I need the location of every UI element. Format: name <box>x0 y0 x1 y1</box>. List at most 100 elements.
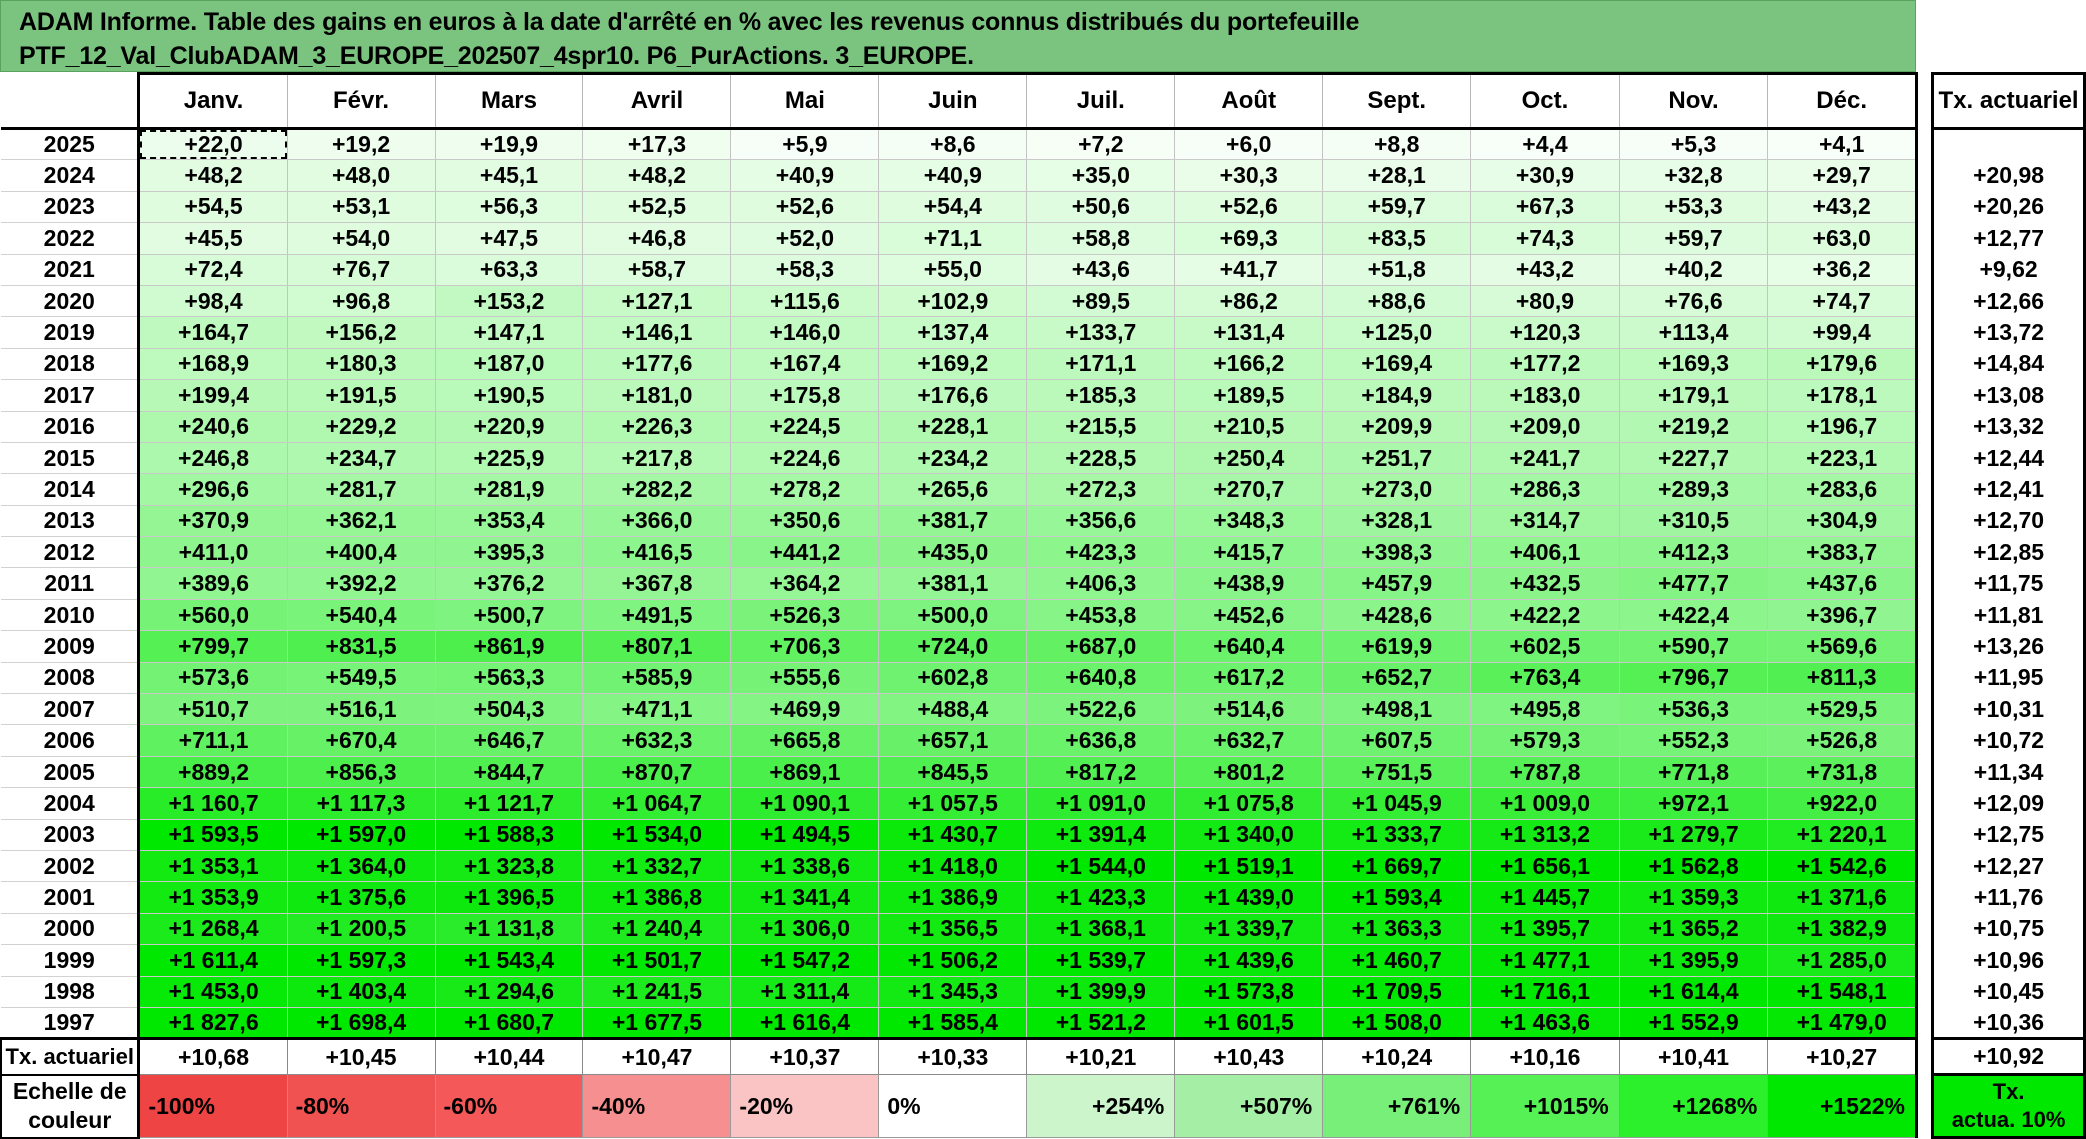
data-cell[interactable]: +889,2 <box>137 756 288 789</box>
data-cell[interactable]: +4,1 <box>1767 126 1918 161</box>
data-cell[interactable]: +370,9 <box>137 505 288 538</box>
data-cell[interactable]: +272,3 <box>1026 473 1176 506</box>
data-cell[interactable]: +58,3 <box>730 254 880 286</box>
data-cell[interactable]: +166,2 <box>1174 348 1324 381</box>
data-cell[interactable]: +99,4 <box>1767 316 1918 349</box>
data-cell[interactable]: +367,8 <box>582 567 732 600</box>
data-cell[interactable]: +356,6 <box>1026 505 1176 538</box>
data-cell[interactable]: +328,1 <box>1322 505 1472 538</box>
data-cell[interactable]: +817,2 <box>1026 756 1176 789</box>
data-cell[interactable]: +51,8 <box>1322 254 1472 286</box>
tx-actuariel-cell[interactable]: +10,72 <box>1931 724 2086 757</box>
totals-cell[interactable]: +10,24 <box>1322 1038 1472 1076</box>
data-cell[interactable]: +602,8 <box>878 662 1028 695</box>
data-cell[interactable]: +53,3 <box>1618 191 1769 224</box>
data-cell[interactable]: +652,7 <box>1322 662 1472 695</box>
data-cell[interactable]: +1 160,7 <box>137 787 288 820</box>
data-cell[interactable]: +579,3 <box>1470 724 1620 757</box>
data-cell[interactable]: +569,6 <box>1767 630 1918 663</box>
data-cell[interactable]: +1 519,1 <box>1174 850 1324 883</box>
totals-cell[interactable]: +10,68 <box>137 1038 288 1076</box>
tx-actuariel-cell[interactable]: +10,36 <box>1931 1007 2086 1041</box>
data-cell[interactable]: +265,6 <box>878 473 1028 506</box>
data-cell[interactable]: +510,7 <box>137 693 288 726</box>
data-cell[interactable]: +617,2 <box>1174 662 1324 695</box>
row-header-year[interactable]: 2016 <box>1 411 139 443</box>
data-cell[interactable]: +1 371,6 <box>1767 881 1918 914</box>
tx-actuariel-cell[interactable]: +13,32 <box>1931 411 2086 443</box>
data-cell[interactable]: +210,5 <box>1174 411 1324 443</box>
data-cell[interactable]: +1 045,9 <box>1322 787 1472 820</box>
totals-cell[interactable]: +10,37 <box>730 1038 880 1076</box>
totals-cell[interactable]: +10,45 <box>286 1038 436 1076</box>
data-cell[interactable]: +196,7 <box>1767 411 1918 443</box>
data-cell[interactable]: +1 090,1 <box>730 787 880 820</box>
data-cell[interactable]: +469,9 <box>730 693 880 726</box>
row-header-year[interactable]: 2011 <box>1 567 139 600</box>
column-header-janv[interactable]: Janv. <box>137 72 288 130</box>
data-cell[interactable]: +88,6 <box>1322 285 1472 318</box>
data-cell[interactable]: +353,4 <box>434 505 584 538</box>
data-cell[interactable]: +187,0 <box>434 348 584 381</box>
data-cell[interactable]: +411,0 <box>137 536 288 569</box>
totals-cell[interactable]: +10,47 <box>582 1038 732 1076</box>
data-cell[interactable]: +55,0 <box>878 254 1028 286</box>
data-cell[interactable]: +529,5 <box>1767 693 1918 726</box>
data-cell[interactable]: +1 368,1 <box>1026 913 1176 946</box>
row-header-year[interactable]: 2010 <box>1 599 139 632</box>
data-cell[interactable]: +555,6 <box>730 662 880 695</box>
data-cell[interactable]: +1 506,2 <box>878 944 1028 977</box>
data-cell[interactable]: +169,2 <box>878 348 1028 381</box>
data-cell[interactable]: +35,0 <box>1026 159 1176 192</box>
data-cell[interactable]: +234,7 <box>286 442 436 475</box>
data-cell[interactable]: +180,3 <box>286 348 436 381</box>
data-cell[interactable]: +171,1 <box>1026 348 1176 381</box>
tx-actuariel-cell[interactable]: +9,62 <box>1931 254 2086 286</box>
data-cell[interactable]: +96,8 <box>286 285 436 318</box>
data-cell[interactable]: +17,3 <box>582 126 732 161</box>
data-cell[interactable]: +453,8 <box>1026 599 1176 632</box>
data-cell[interactable]: +175,8 <box>730 379 880 412</box>
row-header-year[interactable]: 2001 <box>1 881 139 914</box>
data-cell[interactable]: +36,2 <box>1767 254 1918 286</box>
row-header-year[interactable]: 2014 <box>1 473 139 506</box>
data-cell[interactable]: +640,8 <box>1026 662 1176 695</box>
data-cell[interactable]: +4,4 <box>1470 126 1620 161</box>
data-cell[interactable]: +787,8 <box>1470 756 1620 789</box>
row-header-year[interactable]: 2007 <box>1 693 139 726</box>
data-cell[interactable]: +219,2 <box>1618 411 1769 443</box>
data-cell[interactable]: +223,1 <box>1767 442 1918 475</box>
data-cell[interactable]: +46,8 <box>582 222 732 255</box>
data-cell[interactable]: +1 386,9 <box>878 881 1028 914</box>
data-cell[interactable]: +799,7 <box>137 630 288 663</box>
data-cell[interactable]: +1 547,2 <box>730 944 880 977</box>
data-cell[interactable]: +870,7 <box>582 756 732 789</box>
data-cell[interactable]: +125,0 <box>1322 316 1472 349</box>
data-cell[interactable]: +40,9 <box>878 159 1028 192</box>
data-cell[interactable]: +76,7 <box>286 254 436 286</box>
data-cell[interactable]: +220,9 <box>434 411 584 443</box>
data-cell[interactable]: +1 423,3 <box>1026 881 1176 914</box>
data-cell[interactable]: +5,3 <box>1618 126 1769 161</box>
data-cell[interactable]: +74,7 <box>1767 285 1918 318</box>
totals-tx-actuariel-cell[interactable]: +10,92 <box>1931 1037 2086 1077</box>
totals-cell[interactable]: +10,21 <box>1026 1038 1176 1076</box>
tx-actuariel-cell[interactable]: +11,76 <box>1931 881 2086 914</box>
data-cell[interactable]: +731,8 <box>1767 756 1918 789</box>
data-cell[interactable]: +922,0 <box>1767 787 1918 820</box>
data-cell[interactable]: +636,8 <box>1026 724 1176 757</box>
data-cell[interactable]: +48,2 <box>582 159 732 192</box>
data-cell[interactable]: +1 306,0 <box>730 913 880 946</box>
data-cell[interactable]: +1 593,4 <box>1322 881 1472 914</box>
data-cell[interactable]: +687,0 <box>1026 630 1176 663</box>
data-cell[interactable]: +1 539,7 <box>1026 944 1176 977</box>
data-cell[interactable]: +131,4 <box>1174 316 1324 349</box>
data-cell[interactable]: +632,3 <box>582 724 732 757</box>
data-cell[interactable]: +640,4 <box>1174 630 1324 663</box>
column-header-juin[interactable]: Juin <box>878 72 1028 130</box>
data-cell[interactable]: +540,4 <box>286 599 436 632</box>
data-cell[interactable]: +1 285,0 <box>1767 944 1918 977</box>
data-cell[interactable]: +281,9 <box>434 473 584 506</box>
data-cell[interactable]: +240,6 <box>137 411 288 443</box>
data-cell[interactable]: +1 339,7 <box>1174 913 1324 946</box>
